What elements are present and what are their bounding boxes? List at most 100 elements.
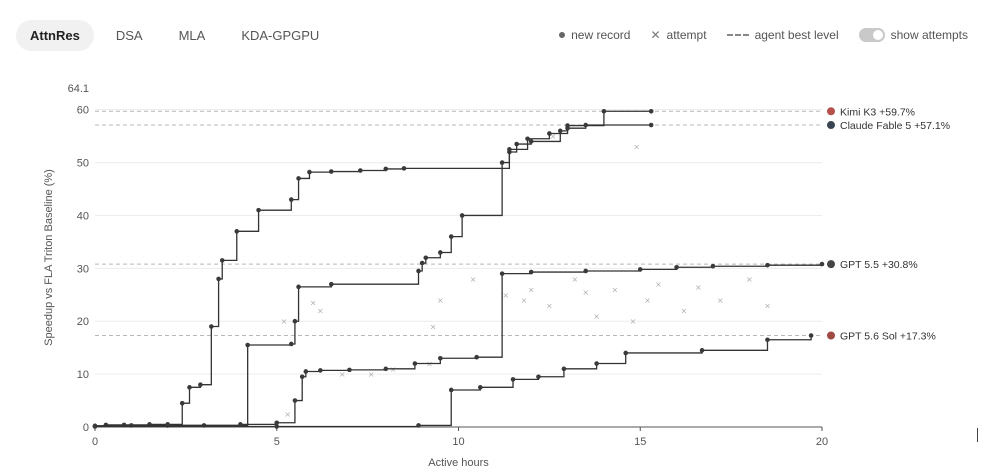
record-point <box>510 377 516 382</box>
record-point <box>423 255 429 261</box>
record-point <box>765 262 770 268</box>
record-point <box>234 229 240 234</box>
record-point <box>358 168 363 173</box>
series-end-marker <box>826 120 836 131</box>
attempt-marker: × <box>644 296 651 305</box>
record-point <box>328 281 334 287</box>
record-point <box>808 333 814 338</box>
record-point <box>187 385 192 390</box>
tab-kda-gpgpu[interactable]: KDA-GPGPU <box>241 28 320 43</box>
series-line <box>95 124 652 427</box>
record-point <box>256 207 261 213</box>
record-point <box>307 169 312 175</box>
attempt-marker: × <box>317 307 324 316</box>
record-point <box>499 160 505 165</box>
record-point <box>198 382 203 387</box>
legend-agent-best-label: agent best level <box>754 28 839 42</box>
record-point <box>438 250 443 255</box>
record-point <box>699 348 705 353</box>
record-point <box>318 368 323 373</box>
attempt-marker: × <box>546 301 553 310</box>
record-point <box>648 122 654 128</box>
series-end-marker <box>826 330 836 341</box>
y-tick-label: 40 <box>77 210 89 222</box>
record-point <box>710 263 716 269</box>
record-point <box>478 385 483 390</box>
record-point <box>401 166 407 171</box>
record-point <box>525 136 530 142</box>
y-tick-label: 50 <box>77 158 89 170</box>
record-point <box>528 139 534 144</box>
cross-icon: ✕ <box>650 28 661 42</box>
series-end-label: Claude Fable 5 +57.1% <box>840 120 950 132</box>
record-point <box>299 374 305 380</box>
tab-bar: AttnRes DSA MLA KDA-GPGPU <box>16 20 341 51</box>
record-point <box>561 366 567 372</box>
record-point <box>412 361 418 366</box>
tab-dsa[interactable]: DSA <box>115 28 143 43</box>
record-point <box>292 318 298 324</box>
record-point <box>583 122 589 128</box>
record-point <box>648 108 654 114</box>
attempt-marker: × <box>681 307 688 316</box>
attempt-marker: × <box>746 275 753 284</box>
record-point <box>507 147 512 152</box>
legend-attempt-label: attempt <box>666 28 707 42</box>
record-point <box>557 128 563 134</box>
legend-attempt: ✕ attempt <box>650 28 706 42</box>
legend-agent-best: agent best level <box>726 28 839 42</box>
dashed-line-icon <box>726 34 749 36</box>
record-point <box>328 169 334 174</box>
y-axis-label: Speedup vs FLA Triton Baseline (%) <box>43 169 55 346</box>
show-attempts-control[interactable]: show attempts <box>858 28 968 42</box>
attempt-marker: × <box>284 410 291 419</box>
record-point <box>448 234 454 239</box>
attempt-marker: × <box>633 143 640 152</box>
record-point <box>296 176 301 181</box>
series-end-label: GPT 5.5 +30.8% <box>840 259 918 271</box>
record-point <box>583 268 589 274</box>
attempt-marker: × <box>521 296 528 305</box>
x-tick-label: 10 <box>452 436 464 448</box>
y-tick-label: 60 <box>77 105 89 117</box>
series-end-marker <box>826 259 836 270</box>
attempt-marker: × <box>437 296 444 305</box>
dot-icon <box>559 32 566 38</box>
attempt-marker: × <box>611 285 618 294</box>
record-point <box>547 131 552 136</box>
record-point <box>637 267 643 272</box>
x-tick-label: 20 <box>816 436 828 448</box>
attempt-marker: × <box>571 275 578 284</box>
record-point <box>216 276 221 282</box>
record-point <box>347 367 352 373</box>
attempt-marker: × <box>430 323 437 332</box>
toggle-knob <box>872 30 883 40</box>
attempt-marker: × <box>502 291 509 300</box>
y-max-label: 64.1 <box>68 83 89 95</box>
record-point <box>514 141 519 147</box>
record-point <box>819 261 825 267</box>
record-point <box>383 166 389 172</box>
series-end-label: GPT 5.6 Sol +17.3% <box>840 331 936 343</box>
attempt-marker: × <box>470 275 477 284</box>
show-attempts-toggle[interactable] <box>858 28 885 42</box>
series-line <box>95 335 812 428</box>
record-point <box>179 400 185 406</box>
y-tick-label: 20 <box>77 316 89 328</box>
record-point <box>303 369 309 374</box>
x-tick-label: 5 <box>274 436 280 448</box>
y-tick-label: 30 <box>77 263 89 275</box>
record-point <box>219 258 225 263</box>
record-point <box>416 423 421 428</box>
tab-attnres[interactable]: AttnRes <box>16 20 94 51</box>
attempt-marker: × <box>695 283 702 292</box>
record-point <box>419 260 425 266</box>
attempt-marker: × <box>717 296 724 305</box>
legend-new-record: new record <box>559 28 630 42</box>
record-point <box>209 324 214 329</box>
record-point <box>499 271 505 276</box>
tab-mla[interactable]: MLA <box>178 28 206 43</box>
series-end-label: Kimi K3 +59.7% <box>840 106 915 118</box>
record-point <box>274 424 280 429</box>
